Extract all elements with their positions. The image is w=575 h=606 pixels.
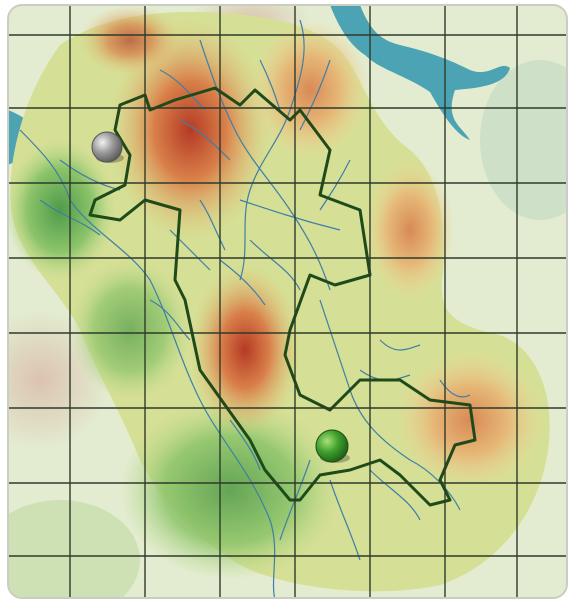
green-marker (315, 429, 349, 463)
lowland (120, 400, 340, 580)
river (159, 69, 341, 231)
river (199, 39, 331, 291)
highland (190, 265, 300, 435)
river (239, 19, 305, 281)
highland (110, 20, 270, 240)
watershed-boundary (88, 86, 477, 507)
lake (330, 5, 510, 140)
frame (7, 4, 568, 599)
lowland (70, 260, 190, 400)
highland (395, 350, 545, 490)
highland (80, 5, 180, 75)
lowland (8, 140, 115, 280)
highland (365, 160, 455, 300)
grey-marker (91, 131, 123, 163)
river (259, 59, 351, 211)
river (219, 239, 301, 306)
highland (250, 20, 370, 160)
river (169, 199, 261, 471)
outer-relief (480, 60, 567, 220)
outer-relief (8, 500, 140, 598)
